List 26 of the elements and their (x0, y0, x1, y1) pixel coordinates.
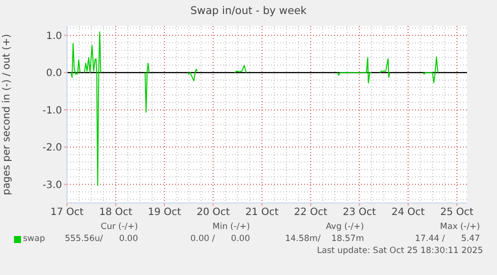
text: Max (-/+) (440, 222, 480, 232)
y-tick-label: 0.0 (46, 68, 62, 80)
text: 14.58m/ 18.57m (285, 234, 364, 244)
text: Avg (-/+) (326, 222, 364, 232)
text: Cur (-/+) (100, 222, 138, 232)
text: Last update: Sat Oct 25 18:30:11 2025 (317, 246, 483, 256)
y-axis-title: pages per second in (-) / out (+) (2, 34, 13, 196)
y-tick-label: -1.0 (42, 105, 62, 116)
x-tick-label: 25 Oct (440, 207, 474, 218)
y-tick-label: -3.0 (42, 180, 62, 191)
x-tick-label: 22 Oct (294, 207, 328, 218)
x-tick-label: 24 Oct (392, 207, 425, 218)
x-tick-label: 23 Oct (342, 207, 376, 218)
text: 555.56u/ 0.00 (64, 234, 138, 244)
y-tick-label: 1.0 (46, 30, 62, 42)
chart-title: Swap in/out - by week (189, 5, 308, 17)
text: Min (-/+) (212, 222, 250, 232)
x-tick-label: 17 Oct (50, 207, 84, 218)
x-tick-label: 18 Oct (99, 207, 132, 218)
x-tick-label: 19 Oct (148, 207, 182, 218)
text: 0.00 / 0.00 (190, 234, 250, 244)
text: 17.44 / 5.47 (414, 234, 480, 244)
y-tick-label: -2.0 (42, 142, 62, 154)
x-tick-label: 21 Oct (245, 207, 279, 218)
x-tick-label: 20 Oct (196, 207, 230, 218)
legend-label: swap (22, 234, 45, 244)
